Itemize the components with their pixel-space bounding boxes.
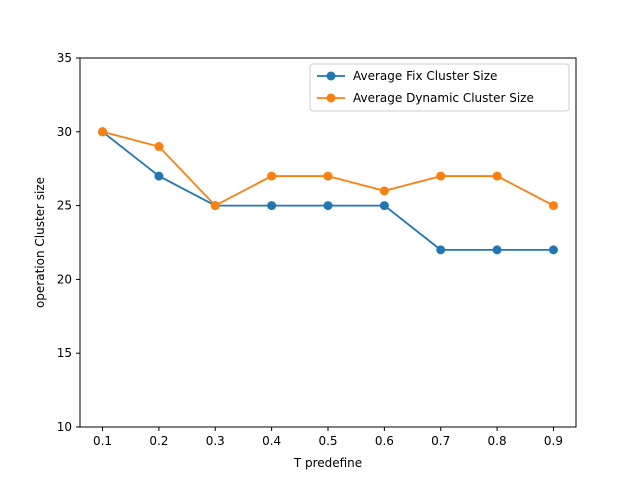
- series-0-point: [548, 245, 558, 255]
- series-1-point: [267, 171, 277, 181]
- x-tick-label: 0.6: [375, 434, 394, 448]
- legend-marker-0: [326, 71, 336, 81]
- y-tick-label: 15: [57, 346, 72, 360]
- x-tick-label: 0.3: [206, 434, 225, 448]
- series-1-point: [436, 171, 446, 181]
- x-tick-label: 0.8: [488, 434, 507, 448]
- series-1-point: [98, 127, 108, 137]
- legend-frame: [309, 63, 570, 112]
- y-tick-label: 10: [57, 420, 72, 434]
- series-0-point: [267, 201, 277, 211]
- y-tick-label: 25: [57, 199, 72, 213]
- series-1-point: [154, 142, 164, 152]
- series-0-point: [492, 245, 502, 255]
- legend-label-1: Average Dynamic Cluster Size: [353, 91, 534, 105]
- x-axis-label: T predefine: [293, 456, 362, 470]
- legend-label-0: Average Fix Cluster Size: [353, 69, 497, 83]
- plot-frame: [79, 57, 577, 428]
- x-tick-label: 0.7: [431, 434, 450, 448]
- legend-marker-1: [326, 93, 336, 103]
- y-tick-label: 30: [57, 125, 72, 139]
- x-tick-label: 0.1: [93, 434, 112, 448]
- series-0-point: [379, 201, 389, 211]
- x-tick-label: 0.5: [318, 434, 337, 448]
- series-0-point: [436, 245, 446, 255]
- legend: Average Fix Cluster Size Average Dynamic …: [309, 63, 570, 112]
- series-1-point: [548, 201, 558, 211]
- y-tick-label: 35: [57, 51, 72, 65]
- y-axis-label: operation Cluster size: [33, 177, 47, 308]
- plot-background: [80, 58, 576, 427]
- series-1-point: [323, 171, 333, 181]
- x-tick-label: 0.2: [149, 434, 168, 448]
- x-tick-label: 0.4: [262, 434, 281, 448]
- series-1-point: [492, 171, 502, 181]
- x-axis: 0.1 0.2 0.3 0.4 0.5 0.6 0.7 0.8 0.9: [93, 427, 563, 448]
- series-0-point: [154, 171, 164, 181]
- series-1-point: [210, 201, 220, 211]
- series-layer: [98, 127, 558, 255]
- y-tick-label: 20: [57, 272, 72, 286]
- y-axis: 10 15 20 25 30 35: [57, 51, 80, 434]
- x-tick-label: 0.9: [544, 434, 563, 448]
- series-0-point: [323, 201, 333, 211]
- series-1-point: [379, 186, 389, 196]
